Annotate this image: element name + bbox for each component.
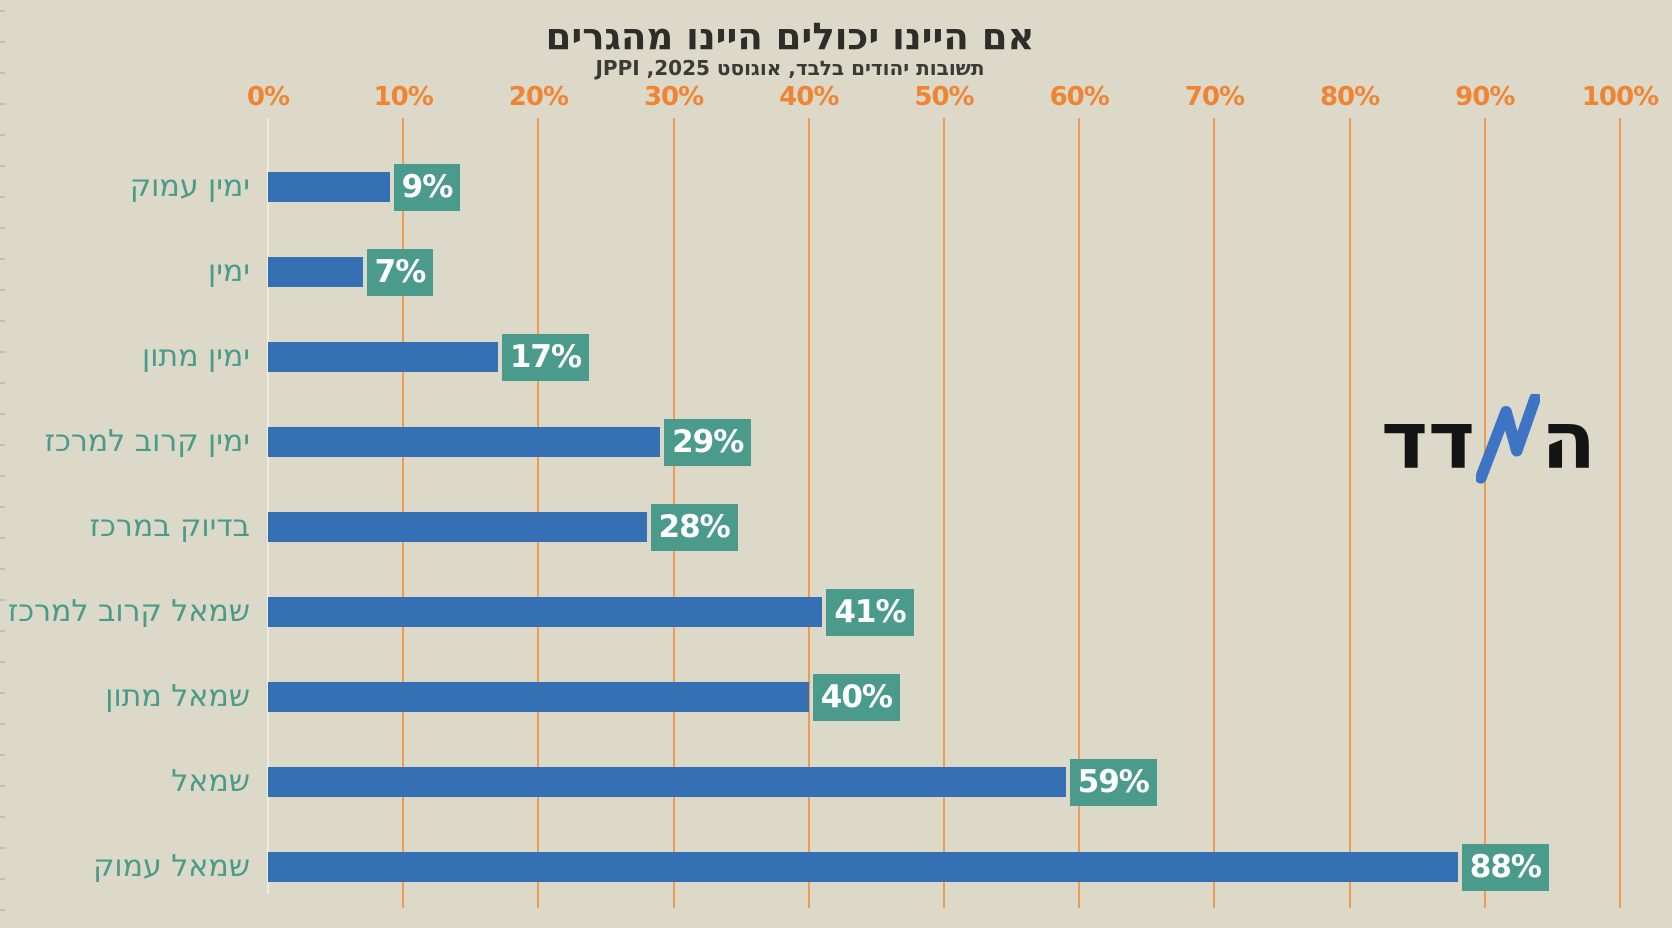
category-label: שמאל מתון [105,679,250,714]
gridline-90% [1483,118,1486,908]
category-label: שמאל קרוב למרכז [7,594,250,629]
edge-tick [0,196,5,198]
edge-tick [0,630,5,632]
edge-tick [0,444,5,446]
bar [268,427,661,457]
value-badge: 88% [1461,844,1549,891]
category-label: ימין מתון [142,339,250,374]
x-axis-tick-label: 0% [246,82,290,112]
gridline-100% [1619,118,1621,908]
edge-tick [0,475,5,477]
edge-tick [0,10,5,12]
edge-tick [0,227,5,229]
category-label: שמאל עמוק [93,849,250,884]
chart-title: אם היינו יכולים היינו מהגרים [545,14,1035,58]
x-axis-tick-label: 70% [1184,82,1245,112]
edge-tick [0,165,5,167]
x-axis-tick-label: 80% [1319,82,1380,112]
bar [268,682,809,712]
edge-tick [0,258,5,260]
gridline-40% [807,118,810,908]
bar [268,512,647,542]
bar [268,257,363,287]
bar [268,597,823,627]
edge-tick [0,351,5,353]
bar [268,767,1066,797]
logo-letter-he: ה [1541,394,1597,488]
edge-tick [0,41,5,43]
edge-tick [0,785,5,787]
edge-tick [0,506,5,508]
value-badge: 41% [826,589,914,636]
edge-tick [0,320,5,322]
edge-tick [0,847,5,849]
edge-tick [0,878,5,880]
x-axis-tick-label: 40% [779,82,839,112]
x-axis-tick-label: 20% [508,82,569,112]
x-axis-tick-label: 90% [1455,82,1515,112]
edge-tick [0,72,5,74]
x-axis-tick-label: 50% [914,82,974,112]
bar [268,172,390,202]
edge-tick [0,692,5,694]
edge-tick [0,816,5,818]
bar [268,342,498,372]
value-badge: 40% [812,674,900,721]
trend-zigzag-icon [1476,394,1541,484]
category-label: ימין [208,254,250,289]
bar [268,852,1458,882]
edge-tick [0,134,5,136]
chart-subtitle: תשובות יהודים בלבד, אוגוסט 2025, JPPI [595,56,985,80]
gridline-60% [1078,118,1081,908]
category-label: ימין קרוב למרכז [44,424,250,459]
x-axis-tick-label: 100% [1581,82,1659,112]
edge-tick [0,754,5,756]
category-label: שמאל [171,764,250,799]
edge-tick [0,103,5,105]
hamadad-logo: ה דד [1381,374,1597,488]
value-badge: 7% [366,249,434,296]
gridline-70% [1213,118,1216,908]
gridline-50% [943,118,945,908]
x-axis-tick-label: 10% [373,82,434,112]
edge-tick [0,661,5,663]
edge-tick [0,909,5,911]
value-badge: 17% [501,334,590,381]
edge-tick [0,537,5,539]
edge-tick [0,413,5,415]
value-badge: 59% [1069,759,1157,806]
x-axis-tick-label: 60% [1049,82,1110,112]
edge-tick [0,289,5,291]
category-label: בדיוק במרכז [89,509,250,544]
x-axis-tick-label: 30% [643,82,704,112]
zero-axis-line [267,118,269,894]
value-badge: 29% [664,419,752,466]
value-badge: 28% [650,504,738,551]
gridline-80% [1348,118,1351,908]
category-label: ימין עמוק [129,169,250,204]
edge-tick [0,568,5,570]
edge-tick [0,599,5,601]
logo-letters-dd: דד [1381,394,1476,488]
value-badge: 9% [393,164,461,211]
edge-tick [0,723,5,725]
edge-tick [0,382,5,384]
